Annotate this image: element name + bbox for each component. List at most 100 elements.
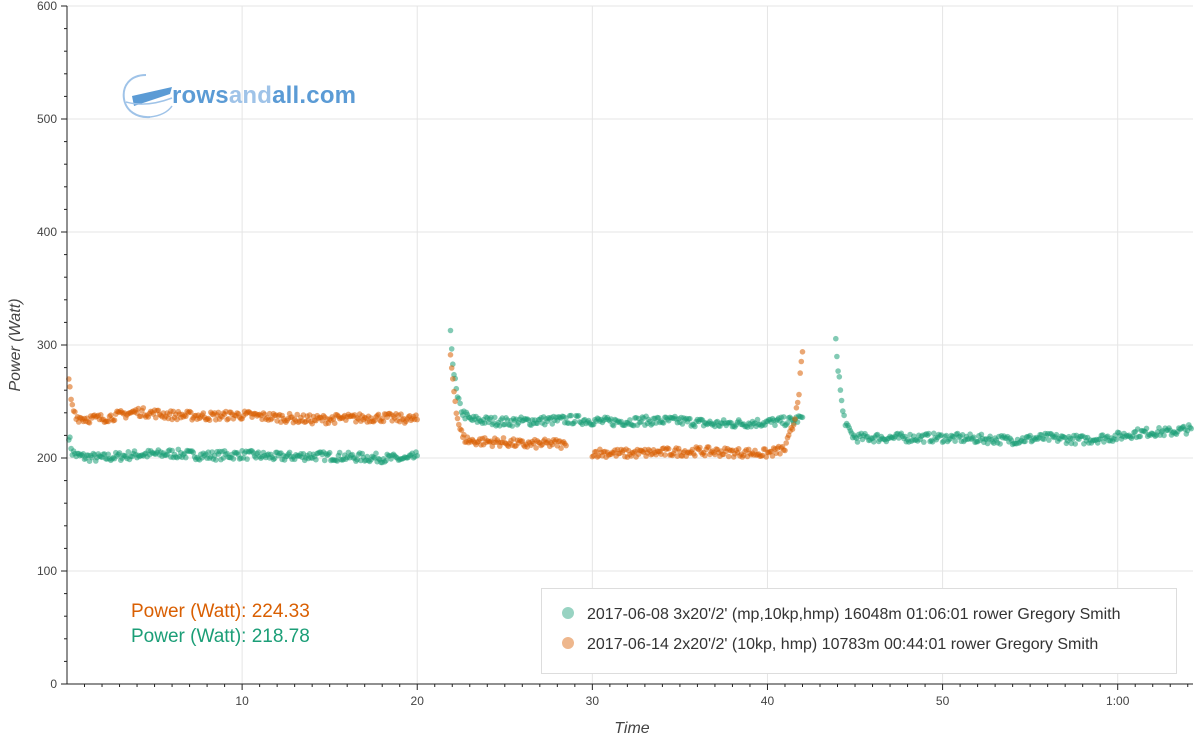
y-tick-label: 0 xyxy=(50,677,57,691)
orange-series-point xyxy=(98,412,104,418)
green-series-point xyxy=(984,440,991,447)
orange-series-point xyxy=(380,418,387,425)
green-series-point xyxy=(978,431,985,438)
orange-series-point xyxy=(500,435,507,441)
logo-text-all: all xyxy=(272,82,300,109)
logo-text-and: and xyxy=(228,82,273,109)
green-series-point xyxy=(838,397,845,404)
green-series-point xyxy=(1156,425,1162,431)
green-series-point xyxy=(336,449,343,456)
orange-series-point xyxy=(72,409,78,415)
green-series-point xyxy=(754,416,761,423)
orange-series-point xyxy=(798,358,805,365)
green-series-point xyxy=(799,414,806,421)
orange-series-point xyxy=(69,401,76,408)
orange-series-point xyxy=(331,420,338,427)
orange-series-point xyxy=(705,444,712,450)
legend-marker-green xyxy=(562,606,574,619)
legend-item-green[interactable]: 2017-06-08 3x20'/2' (mp,10kp,hmp) 16048m… xyxy=(562,606,1121,624)
green-series-point xyxy=(837,387,844,393)
green-series-point xyxy=(509,423,516,429)
orange-series-point xyxy=(140,405,147,411)
legend: 2017-06-08 3x20'/2' (mp,10kp,hmp) 16048m… xyxy=(541,588,1177,674)
green-series-point xyxy=(841,412,847,419)
orange-series-point xyxy=(294,411,301,418)
orange-series-point xyxy=(793,405,800,411)
legend-label-orange: 2017-06-14 2x20'/2' (10kp, hmp) 10783m 0… xyxy=(587,636,1099,653)
green-series-point xyxy=(326,449,333,456)
green-series-point xyxy=(836,374,843,380)
green-series-point xyxy=(1161,432,1167,439)
x-tick-label: 30 xyxy=(586,694,600,708)
orange-series-point xyxy=(799,349,806,355)
green-series-point xyxy=(943,432,950,439)
green-series-point xyxy=(840,408,846,414)
green-series-point xyxy=(125,449,132,455)
orange-series-point xyxy=(375,411,382,418)
green-series-point xyxy=(373,450,379,457)
legend-label-green: 2017-06-08 3x20'/2' (mp,10kp,hmp) 16048m… xyxy=(587,606,1121,623)
rowsandall-logo: rowsandall.com xyxy=(120,72,380,120)
green-series-point xyxy=(105,451,112,458)
orange-series-point xyxy=(448,365,455,371)
green-series-point xyxy=(67,434,73,441)
green-series-point xyxy=(575,412,582,419)
orange-series-point xyxy=(752,447,758,454)
orange-series-point xyxy=(330,416,337,422)
orange-series-point xyxy=(790,422,797,428)
orange-series-point xyxy=(456,421,462,428)
orange-series-point xyxy=(398,411,404,418)
x-tick-label: 1:00 xyxy=(1106,694,1130,708)
logo-text-rows: rows xyxy=(172,82,229,109)
orange-series-point xyxy=(665,446,672,452)
orange-series-point xyxy=(188,409,194,416)
green-series-point xyxy=(921,439,927,445)
green-series-point xyxy=(997,441,1003,447)
y-tick-label: 200 xyxy=(37,451,57,465)
orange-series-point xyxy=(692,453,698,459)
green-series-point xyxy=(931,430,937,437)
green-series-point xyxy=(230,456,237,462)
orange-series-point xyxy=(735,446,742,452)
green-series-point xyxy=(854,439,861,445)
orange-series-point xyxy=(454,415,461,422)
green-series-point xyxy=(457,400,463,407)
green-series-point xyxy=(313,456,319,463)
green-series-point xyxy=(1022,438,1028,445)
green-series-point xyxy=(660,420,667,426)
logo-text-com: .com xyxy=(299,82,357,109)
orange-series-point xyxy=(797,370,803,376)
orange-series-point xyxy=(453,410,460,417)
green-series-point xyxy=(687,415,693,422)
green-series-point xyxy=(871,439,877,445)
orange-series-point xyxy=(111,417,118,424)
green-series-point xyxy=(568,412,574,419)
orange-series-point xyxy=(67,384,73,390)
green-series-point xyxy=(1143,425,1150,432)
legend-marker-orange xyxy=(562,636,574,649)
orange-series-point xyxy=(206,417,213,424)
orange-series-point xyxy=(451,388,457,395)
orange-series-point xyxy=(458,427,465,434)
green-series-point xyxy=(183,454,189,461)
green-series-point xyxy=(1188,425,1194,432)
orange-series-point xyxy=(414,416,421,423)
green-power-annotation: Power (Watt): 218.78 xyxy=(131,626,310,647)
green-series-point xyxy=(1046,437,1052,443)
green-series-point xyxy=(784,420,791,426)
green-series-point xyxy=(926,430,932,437)
orange-series-point xyxy=(792,416,798,422)
green-series-point xyxy=(971,434,977,441)
green-series-point xyxy=(833,335,839,342)
y-tick-label: 400 xyxy=(37,225,57,239)
green-series-point xyxy=(190,449,197,456)
legend-item-orange[interactable]: 2017-06-14 2x20'/2' (10kp, hmp) 10783m 0… xyxy=(562,636,1098,654)
orange-series-point xyxy=(558,445,564,452)
orange-series-point xyxy=(225,416,232,422)
x-tick-label: 50 xyxy=(936,694,950,708)
x-tick-label: 40 xyxy=(761,694,775,708)
green-series-point xyxy=(1137,433,1143,440)
y-tick-label: 300 xyxy=(37,338,57,352)
orange-series-point xyxy=(533,445,539,451)
